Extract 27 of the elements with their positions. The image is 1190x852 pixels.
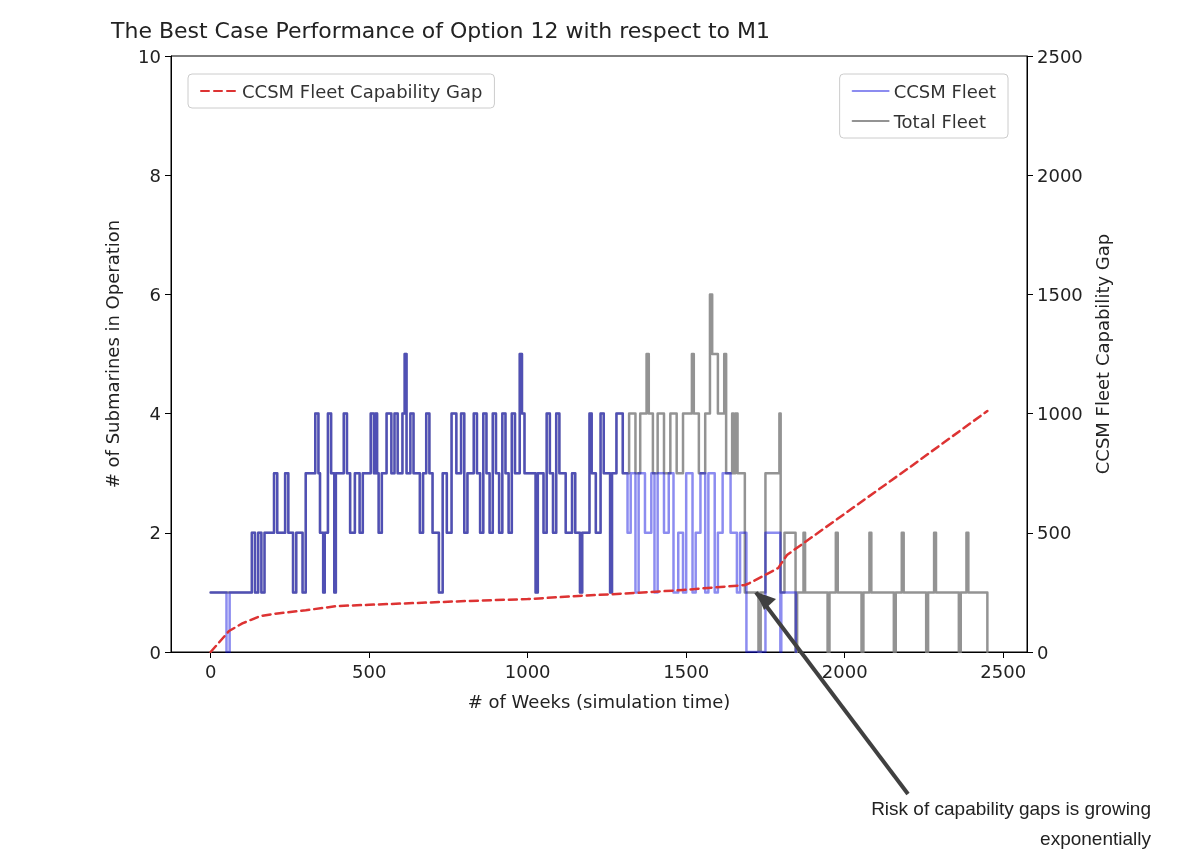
y2-tick-label: 500 — [1037, 522, 1072, 544]
y-tick-label: 8 — [149, 164, 161, 186]
x-tick-label: 1000 — [504, 660, 551, 682]
x-tick-label: 2000 — [821, 660, 868, 682]
legend-label: Total Fleet — [892, 110, 986, 132]
y2-tick-label: 2000 — [1037, 164, 1083, 186]
x-tick-label: 1500 — [663, 660, 710, 682]
y-tick-label: 0 — [149, 641, 161, 663]
y2-tick-label: 0 — [1037, 641, 1049, 663]
legend-label: CCSM Fleet — [893, 80, 996, 102]
y-tick-label: 6 — [149, 283, 161, 305]
y2-axis-title: CCSM Fleet Capability Gap — [1092, 233, 1114, 475]
y-tick-label: 10 — [138, 45, 161, 67]
x-tick-label: 0 — [204, 660, 217, 682]
y-tick-label: 4 — [149, 403, 161, 425]
legend-label: CCSM Fleet Capability Gap — [242, 80, 483, 102]
x-tick-label: 500 — [351, 660, 387, 682]
x-axis-title: # of Weeks (simulation time) — [467, 690, 731, 712]
y-tick-label: 2 — [149, 522, 161, 544]
y2-tick-label: 2500 — [1037, 45, 1083, 67]
line-series — [209, 409, 989, 654]
x-tick-label: 2500 — [980, 660, 1027, 682]
y2-tick-label: 1000 — [1037, 403, 1083, 425]
annotation: Risk of capability gaps is growing exponentially — [871, 798, 1152, 850]
chart-title: The Best Case Performance of Option 12 with respect to M1 — [110, 17, 770, 43]
y-axis-title: # of Submarines in Operation — [101, 219, 123, 489]
y2-tick-label: 1500 — [1037, 283, 1083, 305]
